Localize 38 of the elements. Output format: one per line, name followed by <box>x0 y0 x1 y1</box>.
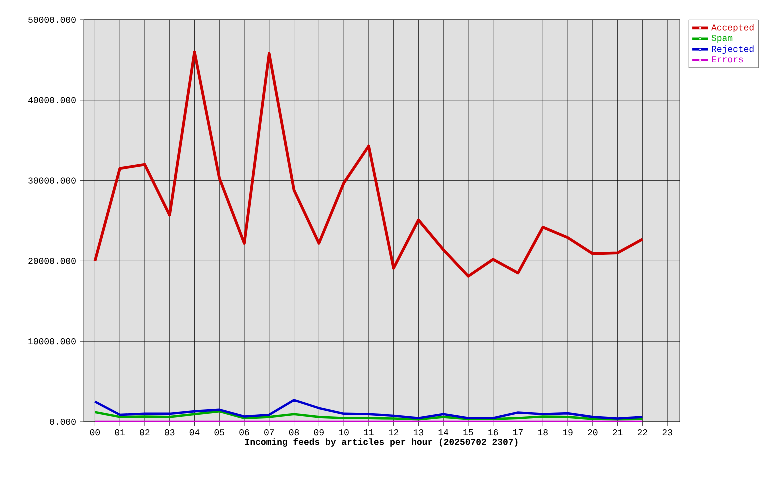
x-tick-label: 04 <box>190 430 200 436</box>
x-tick-label: 17 <box>514 430 523 436</box>
x-tick-label: 15 <box>464 430 474 436</box>
x-tick-label: 00 <box>90 430 100 436</box>
x-tick-label: 21 <box>613 430 623 436</box>
y-tick-label: 40000.000 <box>28 97 76 104</box>
x-tick-label: 13 <box>414 430 424 436</box>
y-tick-label: 0.000 <box>50 418 76 426</box>
x-axis-title: Incoming feeds by articles per hour (20250702 2307) <box>245 438 518 447</box>
x-tick-label: 23 <box>662 430 672 436</box>
x-tick-label: 10 <box>339 430 349 436</box>
legend-label: Errors <box>712 56 744 63</box>
x-tick-label: 03 <box>165 430 175 436</box>
y-tick-label: 30000.000 <box>28 178 76 184</box>
x-tick-label: 22 <box>638 430 648 436</box>
x-tick-label: 01 <box>115 430 126 436</box>
x-tick-label: 05 <box>214 430 224 436</box>
x-tick-label: 08 <box>289 430 300 436</box>
x-tick-label: 14 <box>438 430 449 436</box>
line-series <box>94 399 644 420</box>
x-tick-label: 16 <box>488 430 498 436</box>
line-series <box>94 410 644 421</box>
x-tick-label: 06 <box>240 430 250 436</box>
x-tick-label: 02 <box>140 430 150 436</box>
x-tick-label: 20 <box>588 430 598 436</box>
x-tick-label: 18 <box>538 430 548 436</box>
line-series <box>94 50 644 278</box>
x-tick-label: 07 <box>264 430 274 436</box>
y-tick-label: 20000.000 <box>28 258 76 264</box>
x-tick-label: 09 <box>314 430 324 436</box>
x-tick-label: 11 <box>364 430 374 436</box>
legend-label: Rejected <box>712 46 754 54</box>
legend-label: Accepted <box>712 24 754 33</box>
legend-label: Spam <box>712 35 733 44</box>
x-tick-label: 19 <box>563 430 573 436</box>
y-tick-label: 50000.000 <box>28 16 76 24</box>
y-tick-label: 10000.000 <box>28 338 76 345</box>
x-tick-label: 12 <box>389 430 399 436</box>
